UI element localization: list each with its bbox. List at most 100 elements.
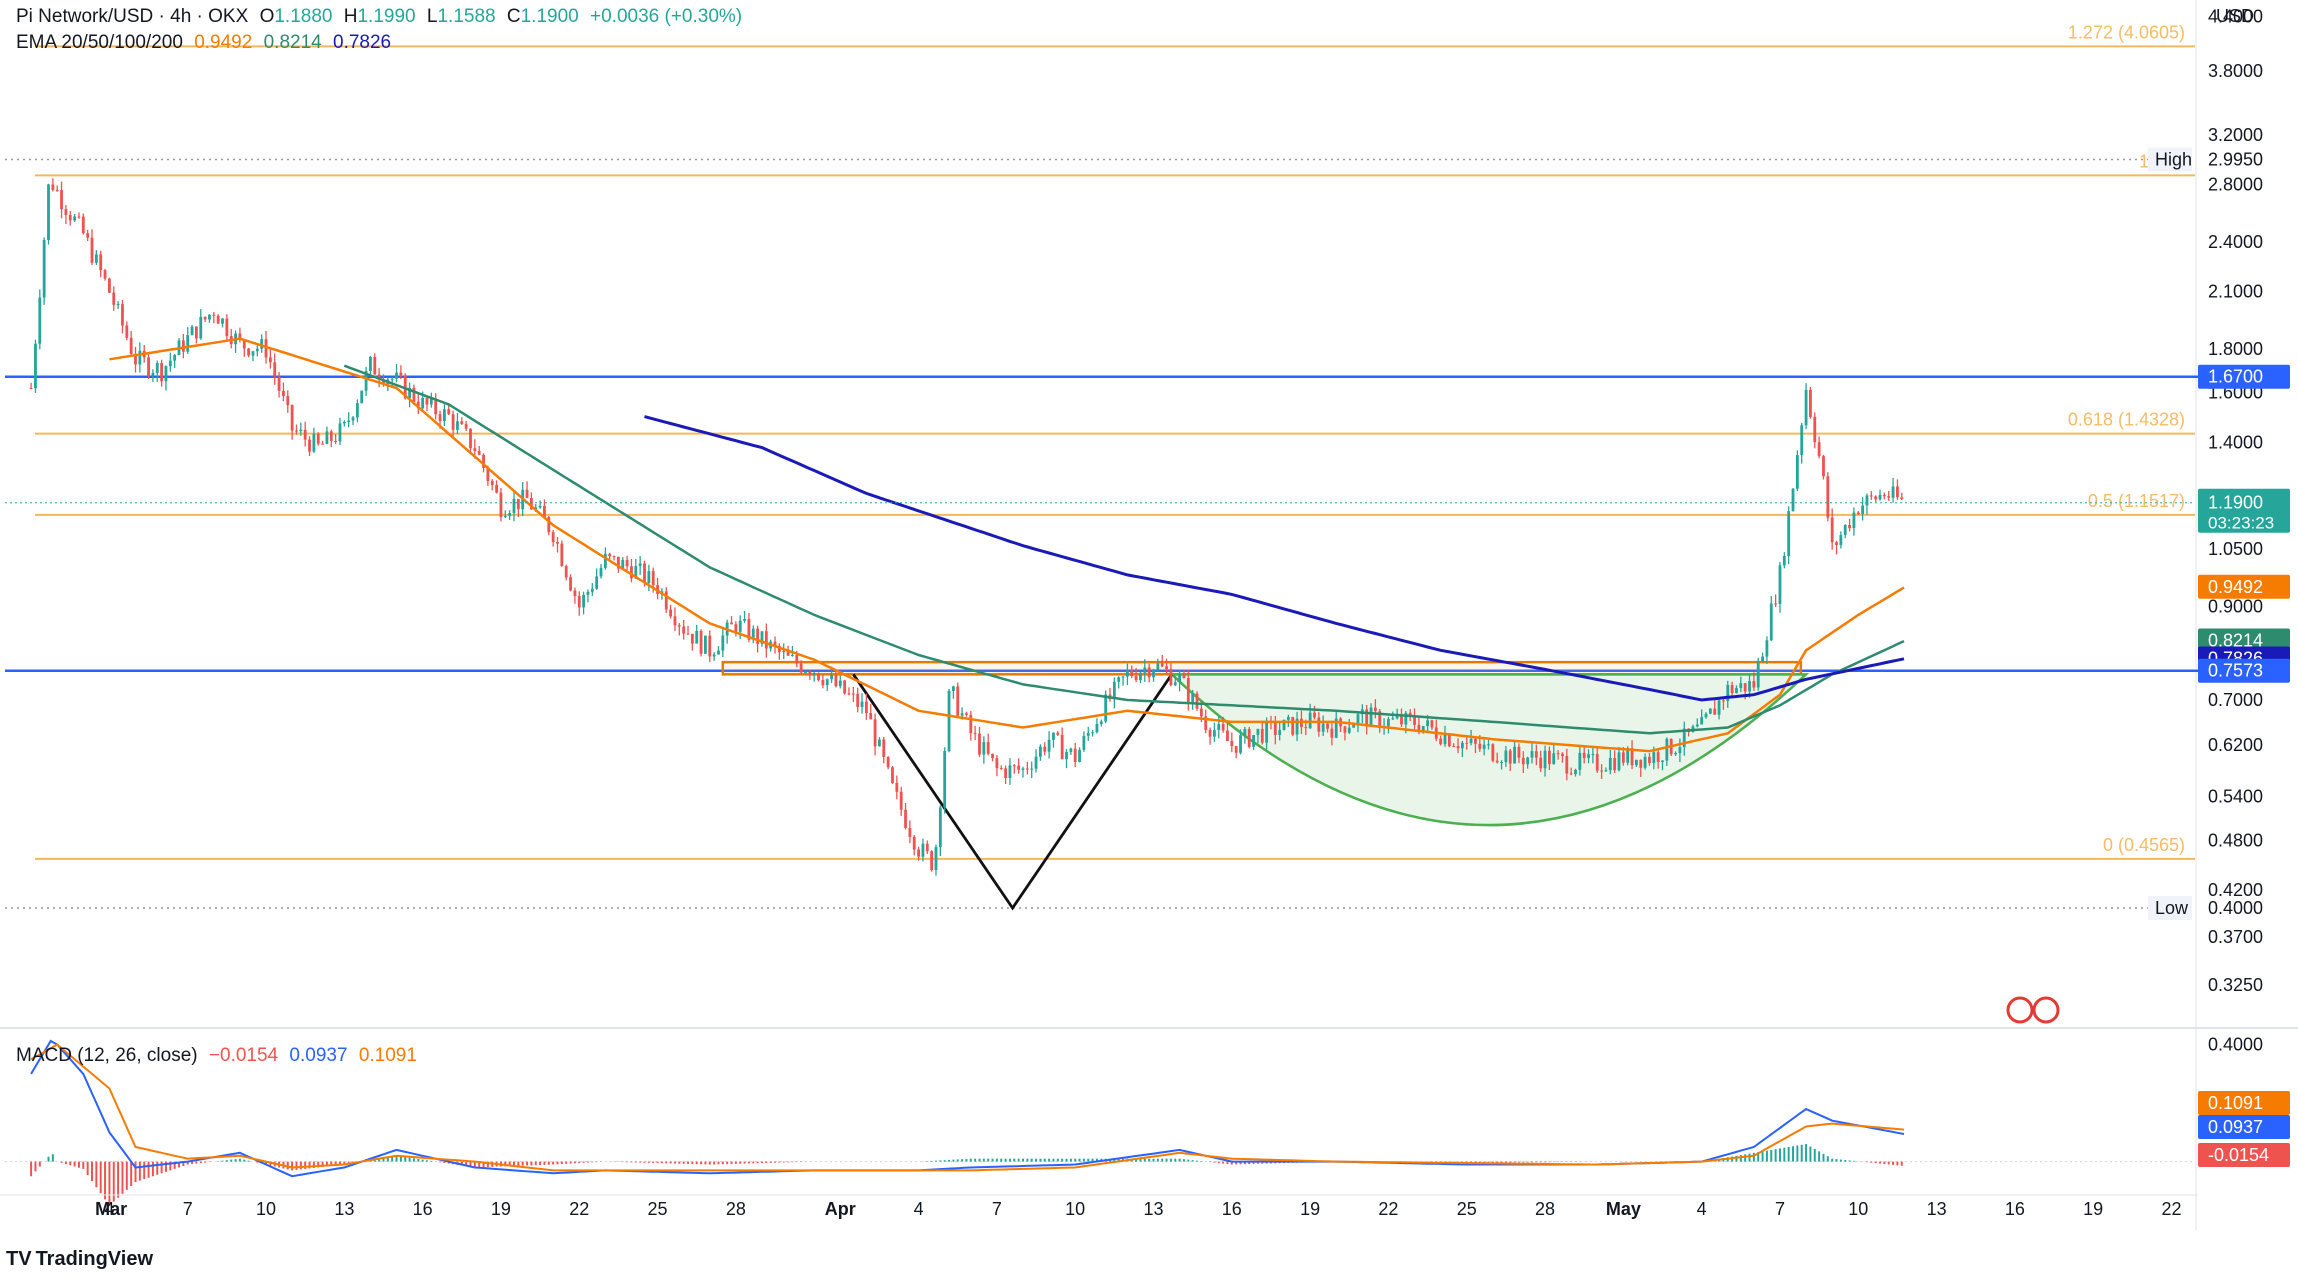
- candle-body: [1334, 718, 1338, 738]
- candle-body: [125, 325, 129, 338]
- candle-body: [151, 372, 155, 376]
- candle-body: [760, 631, 764, 644]
- candle-body: [290, 405, 294, 431]
- candle-body: [308, 439, 311, 452]
- x-tick-label: 4: [104, 1199, 114, 1219]
- candle-body: [616, 556, 620, 569]
- candle-body: [564, 566, 568, 578]
- ema20-line: [109, 337, 1905, 753]
- candle-body: [717, 650, 720, 655]
- y-tick-label: 4.4000: [2208, 7, 2263, 27]
- candle-body: [777, 645, 781, 653]
- candle-body: [1234, 746, 1238, 753]
- candle-body: [51, 184, 55, 190]
- candle-body: [573, 590, 577, 597]
- candle-body: [1125, 670, 1129, 677]
- candle-body: [1439, 738, 1443, 745]
- candle-body: [47, 184, 50, 240]
- macd-histogram-group: [30, 1144, 1903, 1206]
- candle-body: [1900, 497, 1904, 499]
- candle-body: [847, 693, 851, 695]
- candle-body: [1321, 723, 1325, 732]
- candle-body: [364, 370, 368, 391]
- candle-body: [1843, 524, 1847, 535]
- candle-body: [764, 631, 768, 649]
- candle-body: [860, 701, 864, 707]
- candle-body: [221, 318, 224, 324]
- candle-body: [395, 372, 398, 379]
- candle-body: [612, 556, 616, 558]
- candle-body: [129, 337, 133, 354]
- candle-body: [947, 690, 951, 751]
- candle-body: [1052, 732, 1055, 740]
- candle-body: [1656, 752, 1660, 762]
- candle-body: [1626, 748, 1630, 763]
- candle-body: [1795, 455, 1799, 489]
- candle-body: [1060, 734, 1064, 760]
- candle-body: [1534, 751, 1538, 758]
- candle-body: [921, 843, 925, 857]
- ema200-line: [644, 415, 1905, 702]
- candle-body: [1830, 517, 1834, 543]
- candle-body: [899, 791, 903, 810]
- candle-body: [1252, 735, 1255, 747]
- candle-body: [273, 362, 277, 377]
- high-label: H: [343, 6, 358, 27]
- price-tag-label: 2.9950: [2208, 150, 2263, 170]
- candle-body: [369, 356, 372, 371]
- x-tick-label: 10: [1848, 1199, 1868, 1219]
- candle-body: [925, 843, 929, 852]
- candle-body: [1704, 713, 1708, 718]
- candle-body: [808, 671, 812, 676]
- candle-body: [1521, 757, 1525, 765]
- candle-body: [1674, 753, 1677, 755]
- price-tag-bg: [2200, 896, 2288, 921]
- macd-label: MACD (12, 26, close): [16, 1045, 198, 1066]
- candle-body: [547, 517, 551, 533]
- candle-body: [438, 414, 442, 422]
- v-pattern-lines: [852, 673, 1173, 911]
- candle-body: [747, 619, 751, 640]
- candle-body: [355, 403, 359, 418]
- candle-body: [1282, 719, 1286, 731]
- tradingview-branding[interactable]: TV TradingView: [6, 1248, 153, 1271]
- candle-body: [608, 553, 612, 557]
- candle-body: [1404, 712, 1408, 725]
- macd-hist-value: −0.0154: [208, 1045, 279, 1066]
- candle-body: [912, 836, 916, 850]
- ema50-line: [343, 364, 1905, 735]
- candle-body: [403, 375, 407, 399]
- candle-body: [469, 428, 472, 449]
- candle-body: [934, 847, 938, 871]
- candle-body: [1265, 720, 1269, 743]
- candle-body: [1591, 753, 1595, 755]
- candle-body: [1104, 694, 1108, 722]
- x-tick-label: 4: [914, 1199, 924, 1219]
- x-tick-label: 28: [726, 1199, 746, 1219]
- candle-body: [73, 216, 77, 221]
- candle-body: [251, 351, 255, 356]
- candle-body: [338, 423, 342, 442]
- candle-body: [743, 619, 746, 621]
- candle-body: [42, 239, 46, 298]
- candle-body: [960, 713, 964, 716]
- candle-body: [1408, 712, 1412, 717]
- candle-body: [1513, 746, 1517, 764]
- y-tick-label: 1.8000: [2208, 339, 2263, 359]
- candle-body: [55, 189, 59, 191]
- price-tag-label: 0.9492: [2208, 577, 2263, 597]
- candle-body: [1260, 728, 1264, 743]
- macd-signal-value: 0.1091: [358, 1045, 417, 1066]
- candle-body: [1147, 667, 1151, 678]
- candle-body: [1678, 747, 1682, 754]
- ohlc-close: C1.1900: [507, 6, 579, 27]
- candle-body: [434, 398, 438, 415]
- candle-body: [1717, 700, 1721, 715]
- candle-body: [203, 316, 207, 320]
- candle-body: [99, 254, 103, 271]
- y-tick-label: 1.4000: [2208, 432, 2263, 452]
- candle-body: [425, 398, 429, 405]
- y-tick-label: 3.2000: [2208, 125, 2263, 145]
- candle-body: [830, 675, 833, 680]
